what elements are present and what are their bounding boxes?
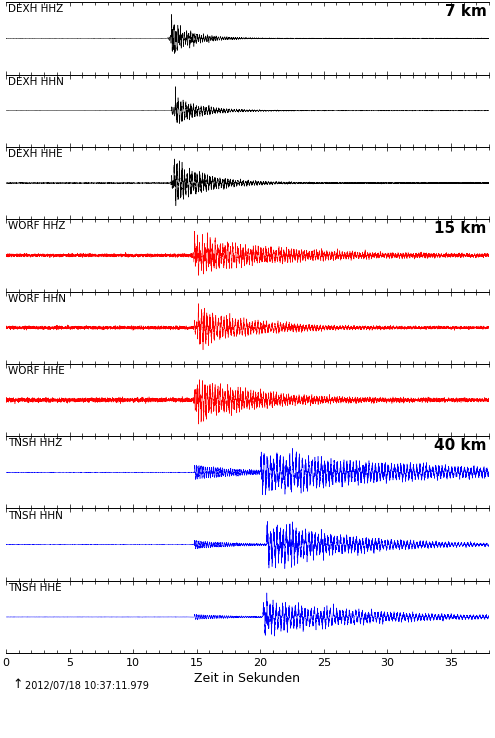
Text: ↑: ↑ <box>12 678 23 692</box>
Text: TNSH HHN: TNSH HHN <box>8 511 63 520</box>
Text: TNSH HHZ: TNSH HHZ <box>8 438 62 448</box>
Text: TNSH HHE: TNSH HHE <box>8 583 62 593</box>
Text: WORF HHE: WORF HHE <box>8 366 65 376</box>
Text: WORF HHN: WORF HHN <box>8 294 66 303</box>
Text: DEXH HHN: DEXH HHN <box>8 77 64 86</box>
X-axis label: Zeit in Sekunden: Zeit in Sekunden <box>195 672 300 685</box>
Text: 7 km: 7 km <box>445 4 487 19</box>
Text: 2012/07/18 10:37:11.979: 2012/07/18 10:37:11.979 <box>25 681 148 692</box>
Text: 15 km: 15 km <box>434 221 487 236</box>
Text: 40 km: 40 km <box>434 438 487 453</box>
Text: DEXH HHE: DEXH HHE <box>8 149 63 159</box>
Text: DEXH HHZ: DEXH HHZ <box>8 4 63 14</box>
Text: WORF HHZ: WORF HHZ <box>8 221 66 231</box>
